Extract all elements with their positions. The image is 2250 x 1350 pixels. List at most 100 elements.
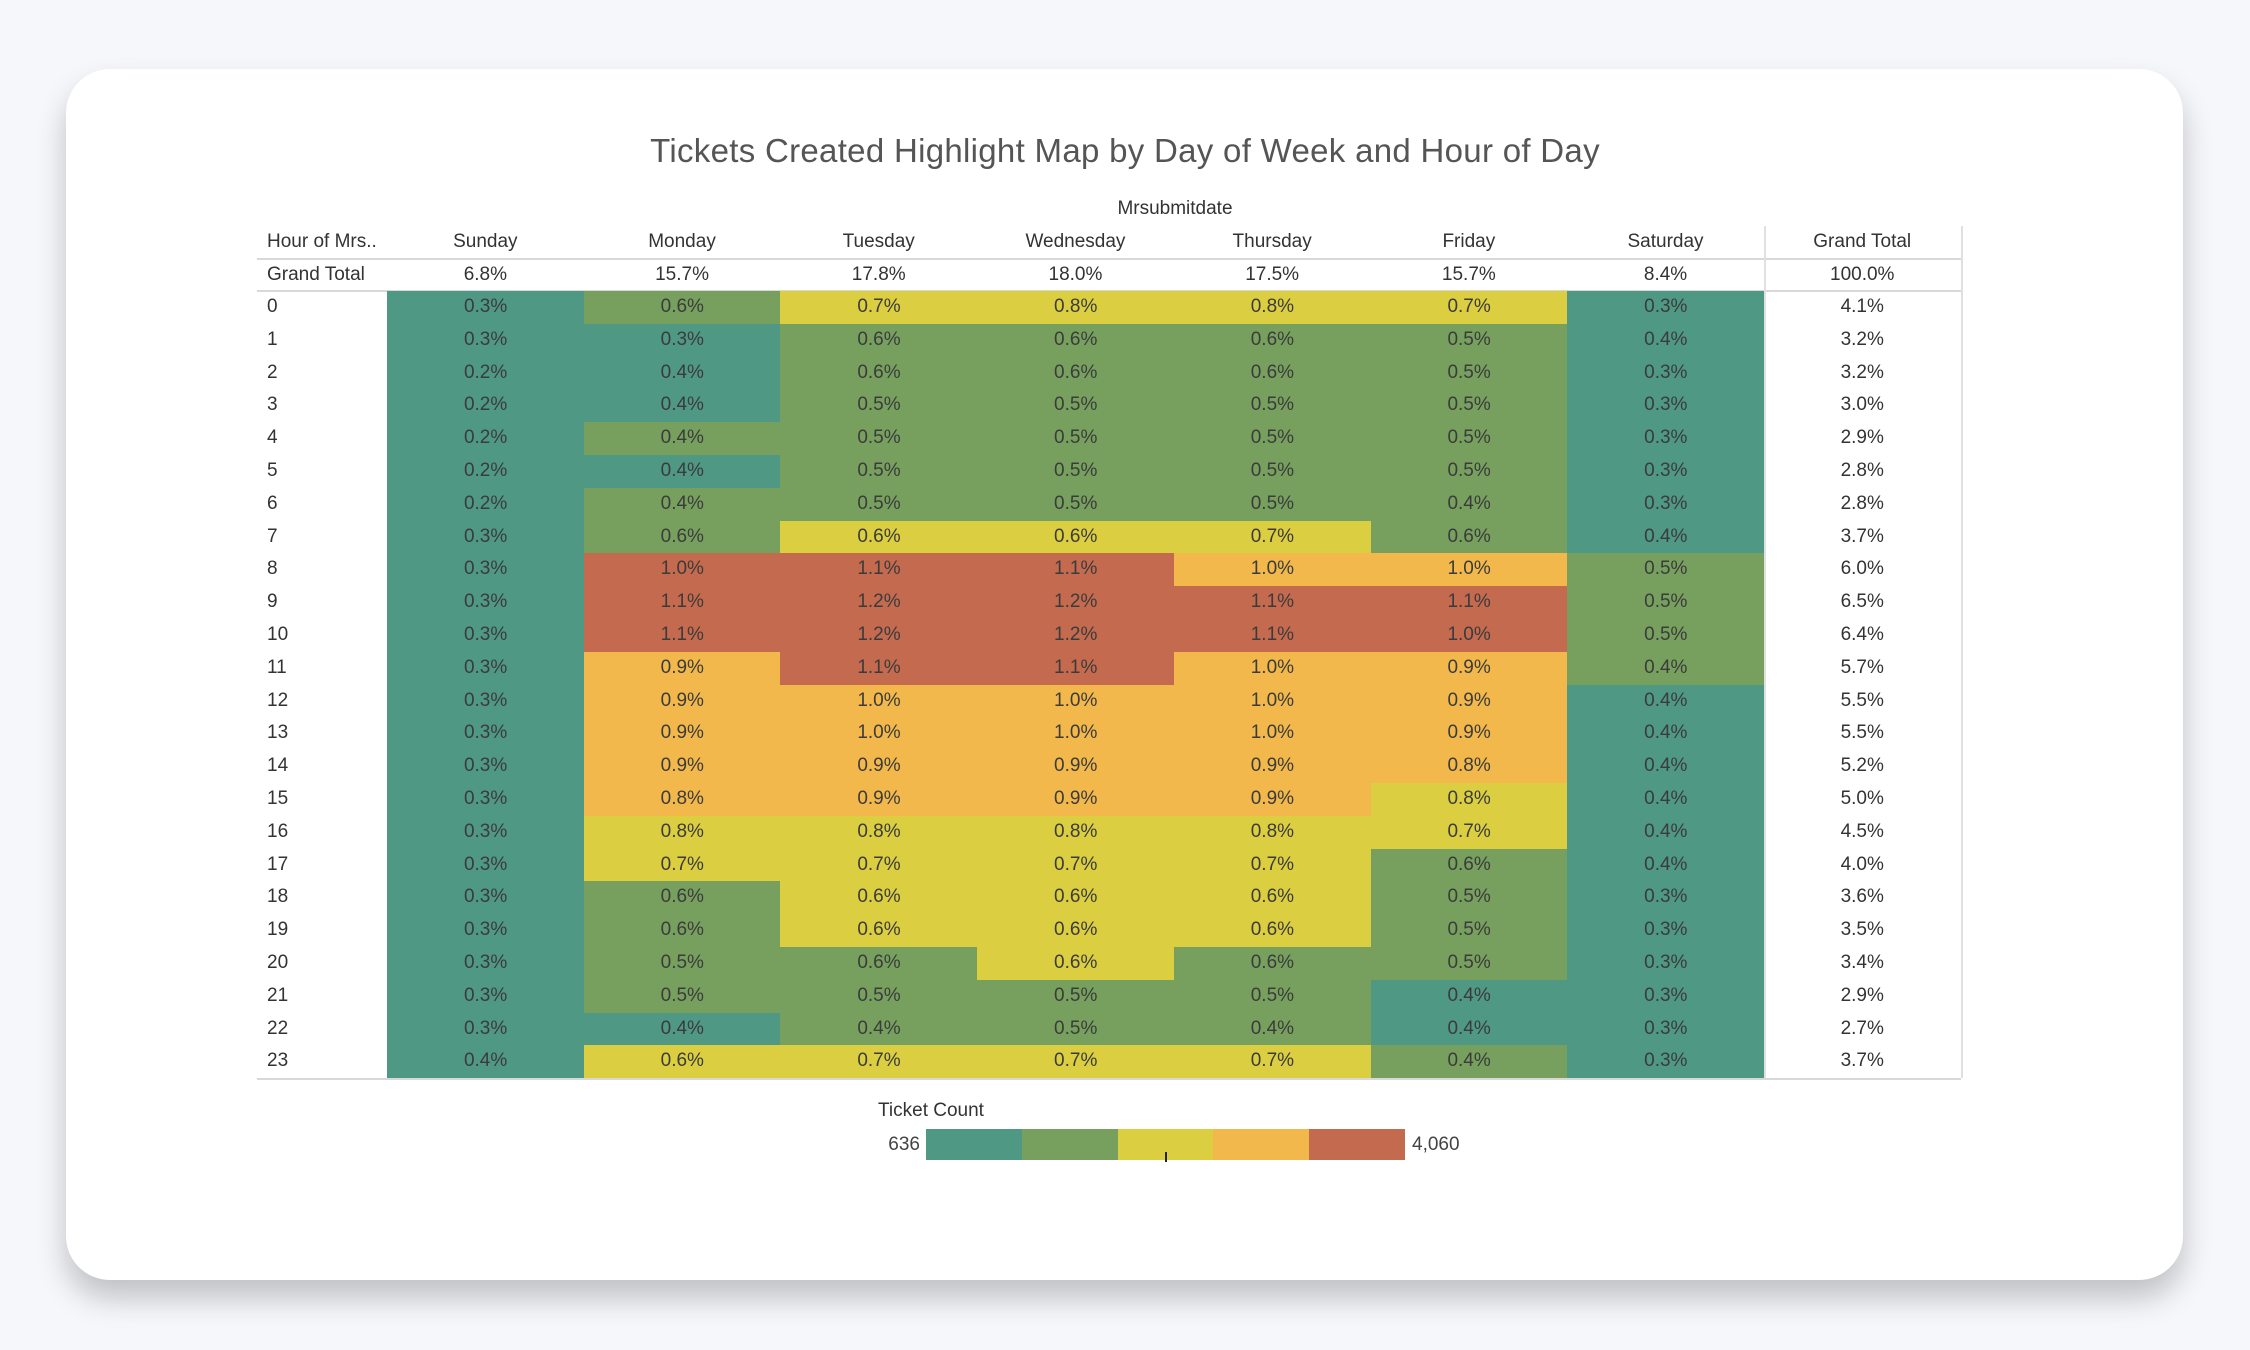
overall-total: 100.0%: [1830, 263, 1895, 285]
heatmap-cell: 0.5%: [780, 389, 978, 423]
hour-label: 19: [267, 919, 289, 941]
row-total: 3.4%: [1840, 952, 1884, 973]
heatmap-cell: 0.3%: [1567, 422, 1765, 456]
heatmap-cell: 1.1%: [977, 553, 1175, 587]
heatmap-cell: 0.2%: [387, 455, 585, 489]
row-total: 3.0%: [1840, 394, 1884, 416]
heatmap-cell: 1.0%: [1173, 684, 1371, 718]
hour-label: 13: [267, 722, 289, 744]
heatmap-cell: 0.6%: [583, 520, 781, 554]
heatmap-cell: 0.3%: [1567, 947, 1765, 981]
heatmap-cell: 0.3%: [387, 651, 585, 686]
heatmap-cell: 0.3%: [1567, 291, 1765, 325]
column-header: Tuesday: [842, 231, 915, 252]
legend-max: 4,060: [1412, 1134, 1460, 1155]
heatmap-cell: 0.6%: [1370, 848, 1568, 882]
heatmap-cell: 0.8%: [583, 815, 781, 850]
heatmap-cell: 0.5%: [780, 422, 978, 456]
heatmap-cell: 0.3%: [387, 520, 585, 554]
hour-label: 8: [267, 558, 278, 580]
heatmap-cell: 0.3%: [1567, 914, 1765, 948]
heatmap-cell: 0.4%: [1370, 1045, 1568, 1079]
heatmap-cell: 0.9%: [583, 750, 781, 784]
heatmap-cell: 0.6%: [977, 323, 1175, 358]
heatmap-cell: 0.5%: [1370, 389, 1568, 423]
heatmap-cell: 1.0%: [780, 717, 978, 751]
heatmap-cell: 0.5%: [1370, 323, 1568, 358]
legend-swatch: [926, 1129, 1022, 1160]
heatmap-cell: 0.5%: [1173, 422, 1371, 456]
heatmap-cell: 0.3%: [387, 881, 585, 915]
heatmap-cell: 0.6%: [583, 291, 781, 325]
row-total: 6.5%: [1840, 591, 1884, 613]
column-total: 15.7%: [1441, 263, 1496, 285]
heatmap-cell: 0.5%: [1173, 979, 1371, 1014]
heatmap-cell: 0.5%: [583, 979, 781, 1014]
heatmap-cell: 0.5%: [977, 455, 1175, 489]
heatmap-cell: 1.0%: [1370, 553, 1568, 587]
hour-label: 11: [267, 656, 287, 678]
heatmap-cell: 0.5%: [977, 422, 1175, 456]
row-total: 2.8%: [1840, 492, 1884, 514]
heatmap-cell: 0.8%: [1370, 750, 1568, 784]
heatmap-cell: 0.3%: [387, 291, 585, 325]
heatmap-cell: 0.8%: [1370, 783, 1568, 817]
heatmap-cell: 0.3%: [583, 323, 781, 358]
heatmap-cell: 0.5%: [780, 979, 978, 1014]
heatmap-cell: 1.1%: [780, 651, 978, 686]
heatmap-cell: 1.0%: [583, 553, 781, 587]
heatmap-cell: 0.3%: [387, 783, 585, 817]
heatmap-cell: 0.3%: [387, 586, 585, 620]
heatmap-cell: 0.5%: [1567, 586, 1765, 620]
heatmap-cell: 0.5%: [1370, 356, 1568, 390]
chart-title: Tickets Created Highlight Map by Day of …: [650, 132, 1600, 169]
heatmap-cell: 0.6%: [1173, 881, 1371, 915]
column-total: 17.5%: [1245, 263, 1300, 285]
row-total: 4.5%: [1840, 820, 1884, 842]
hour-label: 22: [267, 1017, 289, 1039]
heatmap-cell: 0.9%: [977, 750, 1175, 784]
heatmap-cell: 1.1%: [1173, 586, 1371, 620]
hour-label: 7: [267, 525, 278, 547]
heatmap-cell: 1.1%: [1370, 586, 1568, 620]
heatmap-cell: 0.6%: [1370, 520, 1568, 554]
legend-swatch: [1213, 1129, 1310, 1160]
heatmap-cell: 0.6%: [1173, 356, 1371, 390]
heatmap-cell: 0.3%: [1567, 455, 1765, 489]
row-total: 3.2%: [1840, 361, 1884, 383]
heatmap-cell: 0.7%: [977, 1045, 1175, 1079]
row-total: 3.7%: [1840, 525, 1884, 547]
legend-title: Ticket Count: [878, 1100, 984, 1121]
hour-label: 14: [267, 755, 289, 777]
heatmap-cell: 0.7%: [1173, 520, 1371, 554]
heatmap-cell: 0.3%: [387, 947, 585, 981]
heatmap-cell: 0.5%: [1370, 914, 1568, 948]
heatmap-cell: 0.6%: [780, 520, 978, 554]
heatmap-cell: 0.3%: [387, 619, 585, 653]
row-field-header: Hour of Mrs..: [267, 231, 377, 252]
heatmap-cell: 0.6%: [780, 323, 978, 358]
heatmap-cell: 0.9%: [583, 684, 781, 718]
heatmap-cell: 0.5%: [780, 455, 978, 489]
row-total: 2.7%: [1840, 1017, 1884, 1039]
heatmap-cell: 0.4%: [583, 487, 781, 522]
heatmap-cell: 0.7%: [1173, 1045, 1371, 1079]
heatmap-cell: 0.6%: [780, 914, 978, 948]
heatmap-cell: 1.2%: [780, 586, 978, 620]
heatmap-cell: 1.1%: [583, 586, 781, 620]
heatmap-cell: 0.3%: [1567, 487, 1765, 522]
heatmap-cell: 0.5%: [1173, 487, 1371, 522]
hour-label: 5: [267, 460, 278, 481]
heatmap-cell: 0.6%: [1173, 947, 1371, 981]
heatmap-cell: 0.5%: [1567, 619, 1765, 653]
column-header: Wednesday: [1025, 231, 1126, 252]
heatmap-cell: 0.5%: [1173, 455, 1371, 489]
hour-label: 1: [267, 328, 278, 350]
heatmap-cell: 1.0%: [1173, 651, 1371, 686]
heatmap-cell: 0.4%: [1567, 684, 1765, 718]
heatmap-cell: 0.6%: [583, 1045, 781, 1079]
row-total: 2.9%: [1840, 427, 1884, 449]
heatmap-cell: 0.4%: [1370, 1012, 1568, 1046]
column-header: Friday: [1442, 231, 1496, 252]
heatmap-cell: 0.4%: [583, 389, 781, 423]
